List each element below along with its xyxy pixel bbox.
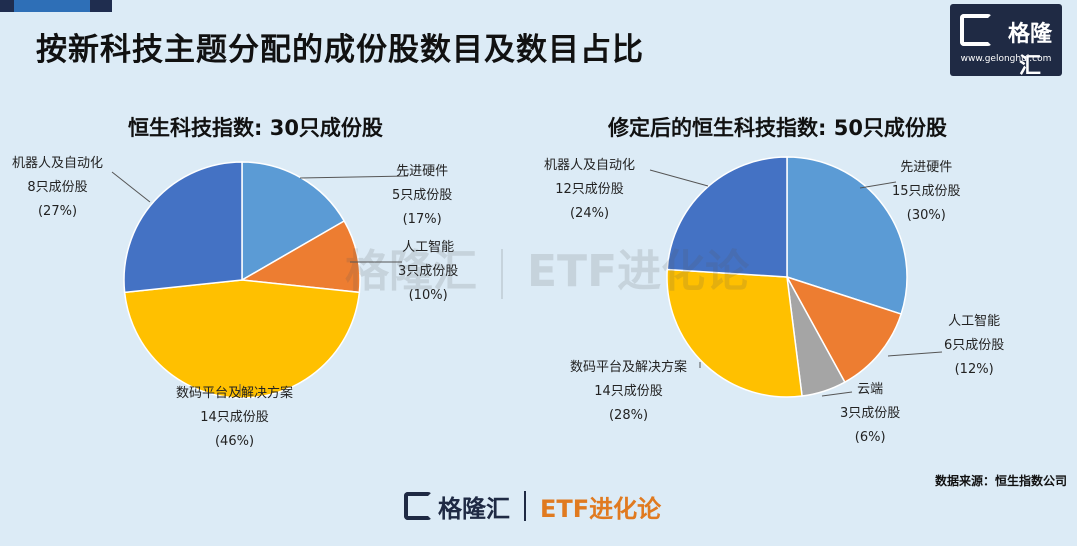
chart1-title: 恒生科技指数: 30只成份股: [128, 116, 383, 140]
chart1-label-digital-platform: 数码平台及解决方案 14只成份股 (46%): [176, 386, 294, 449]
chart2-leader-line-4: [649, 169, 709, 187]
top-accent-bar-dark-2: [90, 0, 112, 12]
chart2-leader-line-0: [859, 181, 897, 189]
top-accent-bar-blue: [14, 0, 90, 12]
chart1-leader-line-3: [111, 171, 151, 203]
chart2-slice-3: [666, 268, 803, 398]
footer-separator: [524, 491, 526, 521]
chart1-label-ai: 人工智能 3只成份股 (10%): [398, 240, 459, 303]
logo-url: www.gelonghui.com: [960, 54, 1052, 64]
chart2-label-hardware: 先进硬件 15只成份股 (30%): [892, 160, 961, 223]
chart2-leader-line-1: [887, 351, 943, 357]
chart1-leader-line-0: [299, 175, 409, 179]
brand-logo-badge: 格隆汇 www.gelonghui.com: [950, 4, 1062, 79]
chart1-slice-3: [123, 161, 243, 294]
chart2-label-cloud: 云端 3只成份股 (6%): [840, 382, 901, 445]
chart2-slice-4: [666, 156, 788, 278]
pie-chart-2: [649, 156, 943, 398]
footer-etf-brand: ETF进化论: [540, 494, 662, 523]
chart2-label-robotics: 机器人及自动化 12只成份股 (24%): [544, 158, 636, 221]
chart1-label-robotics: 机器人及自动化 8只成份股 (27%): [12, 156, 104, 219]
footer-logo: 格隆汇 ETF进化论: [404, 488, 661, 524]
page-title: 按新科技主题分配的成份股数目及数目占比: [36, 32, 644, 68]
chart1-label-hardware: 先进硬件 5只成份股 (17%): [392, 164, 453, 227]
footer-g-logo-icon: [404, 492, 432, 520]
chart1-slice-2: [123, 279, 361, 399]
data-source-note: 数据来源：恒生指数公司: [934, 474, 1067, 488]
chart2-label-digital-platform: 数码平台及解决方案 14只成份股 (28%): [570, 360, 688, 423]
chart2-slice-1: [785, 275, 903, 384]
chart2-slice-0: [786, 156, 908, 316]
logo-brand: 格隆汇: [1007, 22, 1052, 79]
chart2-label-ai: 人工智能 6只成份股 (12%): [944, 314, 1005, 377]
chart2-leader-line-2: [821, 391, 853, 397]
g-logo-icon: [960, 14, 992, 46]
chart1-slice-1: [239, 219, 361, 294]
footer-brand: 格隆汇: [438, 494, 510, 523]
pie-chart-1: [111, 161, 409, 399]
chart2-title: 修定后的恒生科技指数: 50只成份股: [608, 116, 947, 140]
top-accent-bar-dark: [0, 0, 14, 12]
